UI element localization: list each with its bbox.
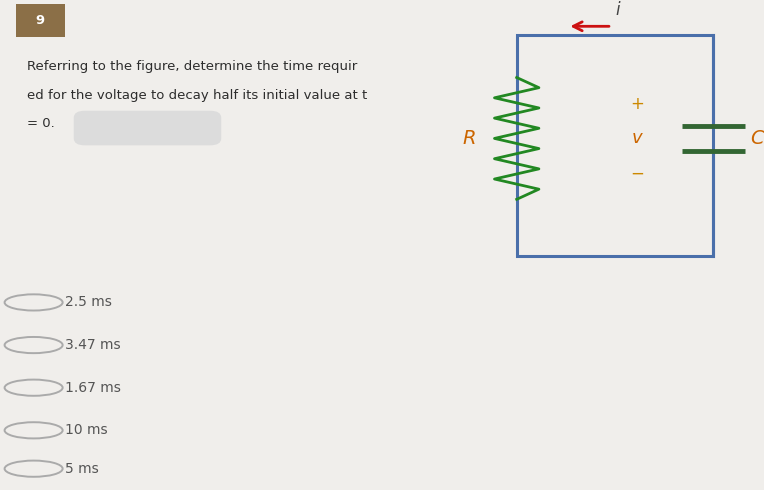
- Text: Referring to the figure, determine the time requir: Referring to the figure, determine the t…: [27, 60, 357, 73]
- Text: = 0.: = 0.: [27, 117, 54, 130]
- Text: 9: 9: [36, 14, 45, 27]
- Text: 3.47 ms: 3.47 ms: [65, 338, 121, 352]
- FancyBboxPatch shape: [74, 111, 222, 146]
- Text: ed for the voltage to decay half its initial value at t: ed for the voltage to decay half its ini…: [27, 89, 367, 102]
- Text: 1.67 ms: 1.67 ms: [65, 381, 121, 394]
- Text: 5 ms: 5 ms: [65, 462, 99, 476]
- Text: $C$: $C$: [750, 129, 764, 148]
- Bar: [516, 35, 714, 256]
- Text: 2.5 ms: 2.5 ms: [65, 295, 112, 309]
- Text: $-$: $-$: [630, 164, 644, 182]
- Text: $v$: $v$: [631, 129, 643, 147]
- Text: $R$: $R$: [462, 129, 476, 148]
- Text: $+$: $+$: [630, 95, 644, 113]
- FancyBboxPatch shape: [15, 4, 65, 37]
- Text: 10 ms: 10 ms: [65, 423, 108, 437]
- Text: $i$: $i$: [615, 0, 621, 19]
